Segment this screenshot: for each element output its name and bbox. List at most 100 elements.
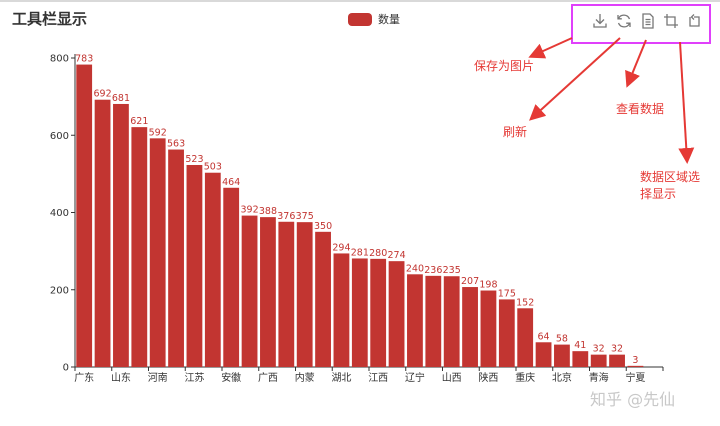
bar <box>333 253 350 367</box>
bar <box>388 261 405 367</box>
x-tick-label: 广东 <box>74 371 94 384</box>
bar <box>131 127 148 367</box>
x-tick-label: 宁夏 <box>625 371 645 384</box>
bar-value-label: 388 <box>259 206 277 217</box>
bar-value-label: 41 <box>574 340 586 351</box>
refresh-icon[interactable] <box>615 12 633 30</box>
bar <box>443 276 460 367</box>
bar-value-label: 207 <box>461 276 479 287</box>
bar <box>204 172 221 367</box>
y-tick-label: 600 <box>50 131 69 142</box>
bar <box>535 342 552 367</box>
bar-value-label: 58 <box>556 334 568 345</box>
bar <box>572 351 589 367</box>
bar-value-label: 32 <box>593 344 605 355</box>
bar <box>168 149 184 367</box>
y-tick-label: 800 <box>50 54 69 65</box>
bar-value-label: 281 <box>351 247 369 258</box>
x-tick-label: 安徽 <box>221 371 241 384</box>
bar-value-label: 198 <box>479 280 497 291</box>
bar-value-label: 692 <box>93 89 111 100</box>
bar-value-label: 592 <box>149 127 167 138</box>
x-tick-label: 陕西 <box>478 371 498 384</box>
x-tick-label: 重庆 <box>515 371 535 384</box>
bar <box>113 103 129 368</box>
bar-value-label: 464 <box>222 177 240 188</box>
bar <box>609 354 625 367</box>
x-tick-label: 北京 <box>552 371 572 384</box>
bar <box>351 258 368 367</box>
bar-value-label: 274 <box>387 250 405 261</box>
x-tick-label: 山西 <box>442 372 462 384</box>
bar-value-label: 376 <box>277 211 295 222</box>
x-tick-label: 江苏 <box>184 371 204 384</box>
annotation-save: 保存为图片 <box>474 59 535 73</box>
bar <box>498 299 515 367</box>
bar <box>425 275 442 367</box>
legend[interactable]: 数量 <box>348 11 400 27</box>
x-tick-label: 山东 <box>111 371 131 384</box>
save-image-icon[interactable] <box>591 12 609 30</box>
legend-label: 数量 <box>378 13 400 26</box>
x-tick-label: 湖北 <box>331 372 351 384</box>
bar-value-label: 681 <box>112 93 130 104</box>
bar <box>223 187 240 367</box>
x-tick-label: 辽宁 <box>405 371 425 384</box>
annotation-zoom-line1: 数据区域选 <box>640 170 701 184</box>
bar-value-label: 523 <box>185 154 203 165</box>
bar <box>480 290 497 367</box>
x-tick-label: 河南 <box>148 371 168 384</box>
bar <box>94 99 111 367</box>
bar <box>517 308 534 367</box>
y-tick-label: 200 <box>50 285 69 296</box>
bar-value-label: 350 <box>314 221 332 232</box>
bar <box>149 138 166 367</box>
bar-value-label: 783 <box>75 54 93 65</box>
annotation-refresh: 刷新 <box>503 125 528 139</box>
bar-value-label: 621 <box>130 116 148 127</box>
watermark: 知乎 @先仙 <box>590 390 676 409</box>
annotation-data-view: 查看数据 <box>616 102 665 116</box>
bar-value-label: 32 <box>611 344 623 355</box>
data-zoom-icon[interactable] <box>662 12 680 30</box>
bar-value-label: 175 <box>498 288 516 299</box>
bar-value-label: 235 <box>443 265 461 276</box>
bar <box>627 365 644 367</box>
bar <box>590 354 607 367</box>
bar-value-label: 280 <box>369 248 387 259</box>
bar-value-label: 240 <box>406 263 424 274</box>
legend-swatch <box>348 12 372 26</box>
bar <box>554 344 570 367</box>
bar-value-label: 152 <box>516 297 534 308</box>
bar <box>260 217 276 367</box>
y-tick-label: 0 <box>63 363 69 374</box>
bar <box>296 222 313 367</box>
bar-value-label: 3 <box>632 355 638 366</box>
x-tick-label: 内蒙 <box>295 371 315 384</box>
bar-value-label: 294 <box>332 242 350 253</box>
bar <box>407 274 423 367</box>
bar-value-label: 392 <box>240 205 258 216</box>
bar <box>278 221 295 367</box>
x-tick-label: 江西 <box>368 372 388 384</box>
bar <box>76 64 93 367</box>
chart-title: 工具栏显示 <box>12 10 88 28</box>
zoom-reset-icon[interactable] <box>685 12 703 30</box>
bar <box>186 164 203 367</box>
bar-value-label: 503 <box>204 162 222 173</box>
bar-value-label: 563 <box>167 139 185 150</box>
bar <box>241 215 258 367</box>
top-divider <box>0 0 720 2</box>
bar-value-label: 64 <box>538 331 550 342</box>
data-view-icon[interactable] <box>639 12 657 30</box>
bar <box>370 258 387 367</box>
bar-value-label: 375 <box>296 211 314 222</box>
bar <box>315 231 331 367</box>
bar-value-label: 236 <box>424 265 442 276</box>
y-tick-label: 400 <box>50 208 69 219</box>
annotation-zoom-line2: 择显示 <box>640 187 677 201</box>
x-tick-label: 青海 <box>589 371 609 384</box>
bar <box>462 287 478 367</box>
x-tick-label: 广西 <box>258 372 278 384</box>
